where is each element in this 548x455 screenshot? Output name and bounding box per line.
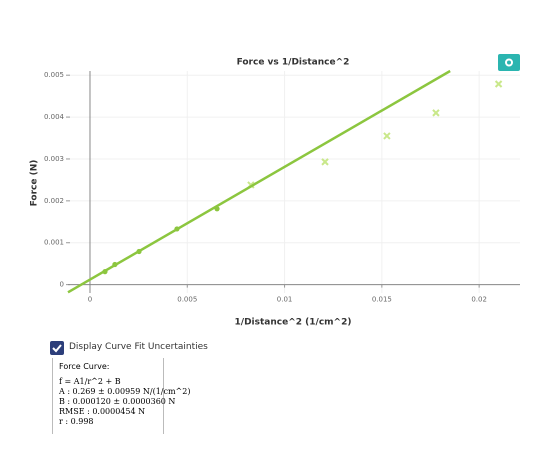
x-tick-label: 0 [88, 296, 92, 304]
fit-line-text: r : 0.998 [59, 417, 94, 426]
x-axis-label: 1/Distance^2 (1/cm^2) [235, 318, 352, 328]
x-tick-label: 0.02 [471, 296, 487, 304]
y-tick-label: 0.005 [44, 71, 64, 79]
fit-line-text: A : 0.269 ± 0.00959 N/(1/cm^2) [59, 387, 191, 396]
excluded-point [494, 80, 503, 88]
fit-heading: Force Curve: [59, 362, 110, 371]
x-tick-label: 0.01 [277, 296, 293, 304]
fit-line-text: f = A1/r^2 + B [59, 377, 121, 386]
y-tick-label: 0.001 [44, 239, 64, 247]
chart-title: Force vs 1/Distance^2 [237, 58, 350, 68]
x-tick-label: 0.005 [177, 296, 197, 304]
settings-icon [505, 58, 513, 67]
excluded-point [432, 109, 440, 117]
y-axis-label: Force (N) [30, 160, 40, 207]
fit-line-text: RMSE : 0.0000454 N [59, 407, 146, 416]
checkbox-label[interactable]: Display Curve Fit Uncertainties [69, 342, 208, 352]
x-tick-label: 0.015 [372, 296, 392, 304]
excluded-point [321, 158, 329, 166]
settings-button[interactable] [498, 54, 520, 71]
fit-line [67, 69, 451, 294]
checkmark [52, 344, 62, 353]
fit-line-text: B : 0.000120 ± 0.0000360 N [59, 397, 176, 406]
y-tick-label: 0.004 [44, 113, 65, 121]
checkbox[interactable] [50, 341, 64, 355]
excluded-point [383, 132, 391, 140]
y-tick-label: 0.003 [44, 155, 64, 163]
y-tick-label: 0 [60, 281, 64, 289]
y-tick-label: 0.002 [44, 197, 64, 205]
